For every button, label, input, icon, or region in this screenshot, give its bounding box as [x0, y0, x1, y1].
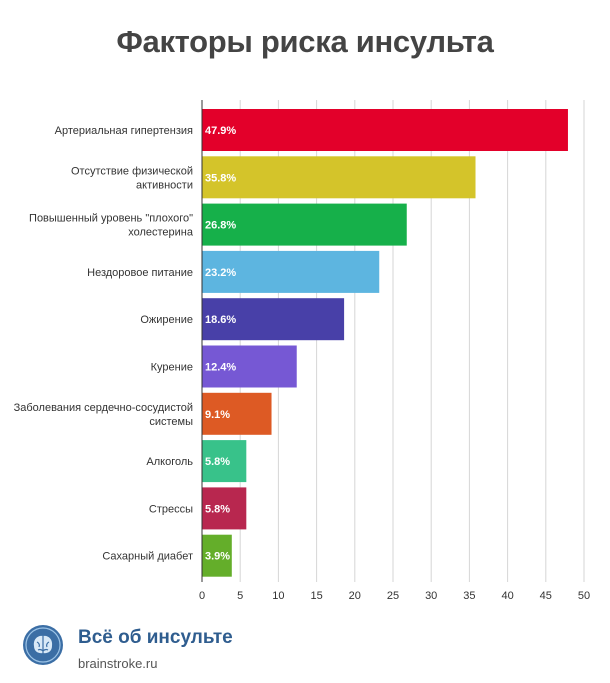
- brand-url[interactable]: brainstroke.ru: [78, 656, 158, 671]
- bar-value-label: 5.8%: [205, 503, 230, 515]
- category-label: Ожирение: [140, 314, 193, 326]
- category-label: Алкоголь: [146, 456, 193, 468]
- x-tick-label: 20: [349, 590, 361, 602]
- bar: [202, 440, 247, 483]
- bar: [202, 250, 380, 293]
- x-tick-label: 30: [425, 590, 437, 602]
- bar-value-label: 5.8%: [205, 456, 230, 468]
- bar-value-label: 35.8%: [205, 172, 236, 184]
- chart-title: Факторы риска инсульта: [116, 24, 494, 59]
- x-tick-label: 50: [578, 590, 590, 602]
- bar: [202, 203, 407, 246]
- bar-value-label: 23.2%: [205, 267, 236, 279]
- bar-value-label: 12.4%: [205, 362, 236, 374]
- category-label: Артериальная гипертензия: [55, 125, 193, 137]
- bar: [202, 156, 476, 199]
- x-tick-label: 5: [237, 590, 243, 602]
- bar-value-label: 18.6%: [205, 314, 236, 326]
- category-label: Сахарный диабет: [102, 551, 193, 563]
- category-label: Отсутствие физической активности: [71, 165, 193, 191]
- brain-icon: [23, 625, 63, 665]
- axes: 0 5 10 15 20 25 30 35 40 45 50 Артериальная гиперте…: [14, 100, 590, 602]
- brand-name[interactable]: Всё об инсульте: [78, 627, 233, 648]
- x-tick-label: 40: [501, 590, 513, 602]
- bar-value-label: 3.9%: [205, 551, 230, 563]
- bar: [202, 392, 272, 435]
- category-label: Повышенный уровень "плохого" холестерина: [29, 213, 194, 239]
- chart-plot: 47.9% 35.8% 26.8% 23.2% 18.6% 12.4% 9.1% 5.8% 5.…: [14, 100, 590, 602]
- bar: [202, 298, 345, 341]
- bar-value-label: 26.8%: [205, 220, 236, 232]
- x-tick-label: 35: [463, 590, 475, 602]
- category-label: Нездоровое питание: [87, 267, 193, 279]
- x-tick-label: 45: [540, 590, 552, 602]
- x-tick-label: 10: [272, 590, 284, 602]
- bar: [202, 487, 247, 530]
- x-tick-label: 0: [199, 590, 205, 602]
- bar: [202, 345, 297, 388]
- bar: [202, 109, 568, 151]
- bar: [202, 534, 232, 577]
- x-tick-label: 25: [387, 590, 399, 602]
- bars: 47.9% 35.8% 26.8% 23.2% 18.6% 12.4% 9.1% 5.8% 5.…: [202, 109, 568, 577]
- category-label: Стрессы: [149, 503, 193, 515]
- bar-value-label: 47.9%: [205, 125, 236, 137]
- category-label: Курение: [151, 362, 193, 374]
- x-tick-label: 15: [310, 590, 322, 602]
- category-label: Заболевания сердечно-сосудистой системы: [14, 402, 193, 428]
- bar-value-label: 9.1%: [205, 409, 230, 421]
